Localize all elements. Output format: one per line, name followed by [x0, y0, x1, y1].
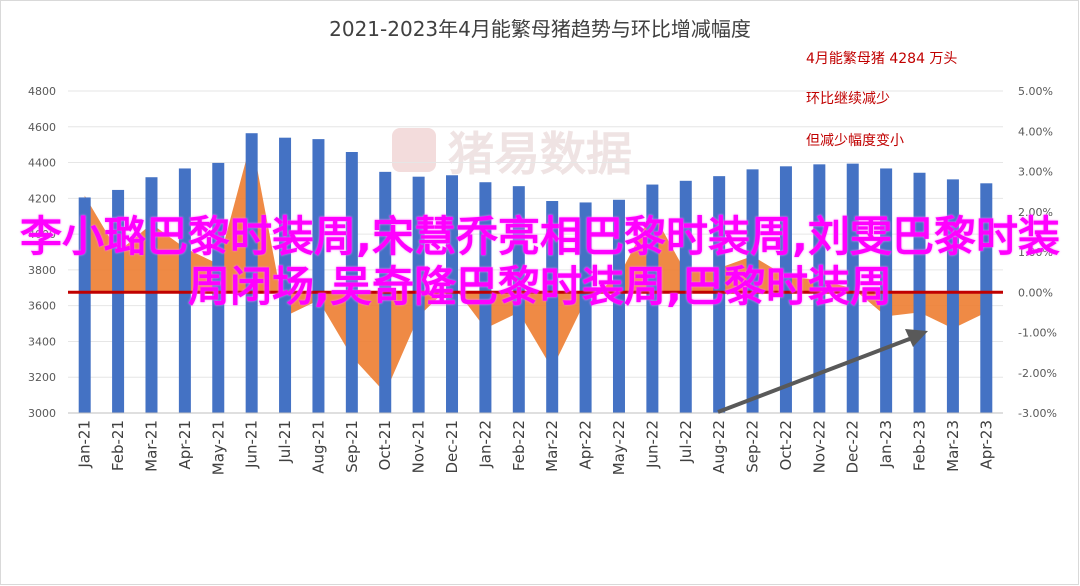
bar — [813, 164, 826, 413]
bar — [145, 177, 158, 413]
x-tick-label: Jul-22 — [677, 420, 695, 464]
x-tick-label: Oct-21 — [376, 420, 394, 470]
x-tick-label: Feb-21 — [109, 420, 127, 471]
x-tick-label: Sep-21 — [343, 420, 361, 473]
x-tick-label: Aug-21 — [309, 420, 327, 474]
x-tick-label: May-22 — [610, 420, 628, 475]
x-tick-label: Dec-22 — [844, 420, 862, 474]
x-tick-label: Oct-22 — [777, 420, 795, 470]
trend-arrow — [717, 329, 928, 414]
x-tick-label: Mar-21 — [142, 420, 160, 472]
bar — [279, 137, 292, 413]
x-tick-label: Jun-21 — [243, 420, 261, 469]
x-tick-label: May-21 — [209, 420, 227, 475]
bar — [446, 175, 459, 413]
bar — [946, 179, 959, 413]
left-tick-label: 3800 — [28, 264, 56, 277]
x-axis-ticks: Jan-21 Feb-21 Mar-21 Apr-21 May-21 Jun-21 Jul-… — [76, 420, 996, 475]
right-tick-label: 4.00% — [1018, 125, 1053, 138]
bar — [78, 197, 91, 413]
bar — [212, 162, 225, 413]
chart-title: 2021-2023年4月能繁母猪趋势与环比增减幅度 — [329, 17, 751, 41]
x-tick-label: Mar-23 — [944, 420, 962, 472]
bar — [345, 152, 358, 414]
bar — [112, 189, 125, 413]
annotation-line-1: 4月能繁母猪 4284 万头 — [806, 51, 957, 67]
x-tick-label: Apr-21 — [176, 420, 194, 470]
bar — [512, 186, 525, 413]
x-tick-label: Jan-21 — [76, 420, 94, 469]
watermark-text: 猪易数据 — [448, 127, 632, 181]
x-tick-label: Feb-23 — [911, 420, 929, 471]
bar — [312, 139, 325, 414]
x-tick-label: Nov-22 — [810, 420, 828, 473]
left-tick-label: 3200 — [28, 371, 56, 384]
left-axis-ticks: 3000 3200 3400 3600 3800 4000 4200 4400 4600 4800 — [28, 85, 56, 420]
bar — [178, 168, 191, 413]
watermark: 猪易数据 — [392, 127, 632, 181]
right-tick-label: 2.00% — [1018, 206, 1053, 219]
x-tick-label: Feb-22 — [510, 420, 528, 471]
bar — [880, 168, 893, 413]
annotation-line-3: 但减少幅度变小 — [806, 133, 904, 149]
right-tick-label: 0.00% — [1018, 286, 1053, 299]
left-tick-label: 4600 — [28, 121, 56, 134]
left-tick-label: 3600 — [28, 300, 56, 313]
bar — [579, 202, 592, 413]
arrow-head — [905, 329, 928, 347]
watermark-logo — [392, 128, 436, 172]
bar — [612, 199, 625, 413]
bar-series — [78, 133, 993, 414]
right-tick-label: 3.00% — [1018, 166, 1053, 179]
bar — [846, 163, 859, 413]
right-tick-label: 5.00% — [1018, 85, 1053, 98]
right-tick-label: -1.00% — [1018, 327, 1057, 340]
left-tick-label: 4800 — [28, 85, 56, 98]
x-tick-label: Apr-22 — [577, 420, 595, 470]
bar — [713, 176, 726, 413]
x-tick-label: Apr-23 — [977, 420, 995, 470]
x-tick-label: Jan-22 — [476, 420, 494, 469]
arrow-shaft — [717, 336, 913, 414]
bar — [779, 166, 792, 413]
area-series-shape — [84, 139, 987, 393]
left-tick-label: 4000 — [28, 228, 56, 241]
x-tick-label: Nov-21 — [410, 420, 428, 473]
bar — [646, 184, 659, 413]
left-tick-label: 3400 — [28, 335, 56, 348]
x-tick-label: Mar-22 — [543, 420, 561, 472]
bar — [980, 183, 993, 413]
left-tick-label: 4200 — [28, 192, 56, 205]
axes — [68, 290, 1003, 414]
bar — [245, 133, 258, 413]
x-tick-label: Dec-21 — [443, 420, 461, 474]
right-axis-ticks: -3.00% -2.00% -1.00% 0.00% 1.00% 2.00% 3.00% 4.… — [1018, 85, 1057, 420]
right-tick-label: -3.00% — [1018, 407, 1057, 420]
right-tick-label: -2.00% — [1018, 367, 1057, 380]
left-tick-label: 3000 — [28, 407, 56, 420]
x-tick-label: Jun-22 — [643, 420, 661, 469]
x-tick-label: Jan-23 — [877, 420, 895, 469]
bar — [679, 180, 692, 413]
bar — [546, 201, 559, 413]
annotation-line-2: 环比继续减少 — [806, 90, 890, 107]
bar — [479, 182, 492, 413]
right-tick-label: 1.00% — [1018, 246, 1053, 259]
x-tick-label: Aug-22 — [710, 420, 728, 474]
bar — [412, 176, 425, 413]
x-tick-label: Jul-21 — [276, 420, 294, 464]
annotations: 4月能繁母猪 4284 万头 环比继续减少 但减少幅度变小 — [806, 51, 957, 149]
left-tick-label: 4400 — [28, 157, 56, 170]
x-tick-label: Sep-22 — [744, 420, 762, 473]
